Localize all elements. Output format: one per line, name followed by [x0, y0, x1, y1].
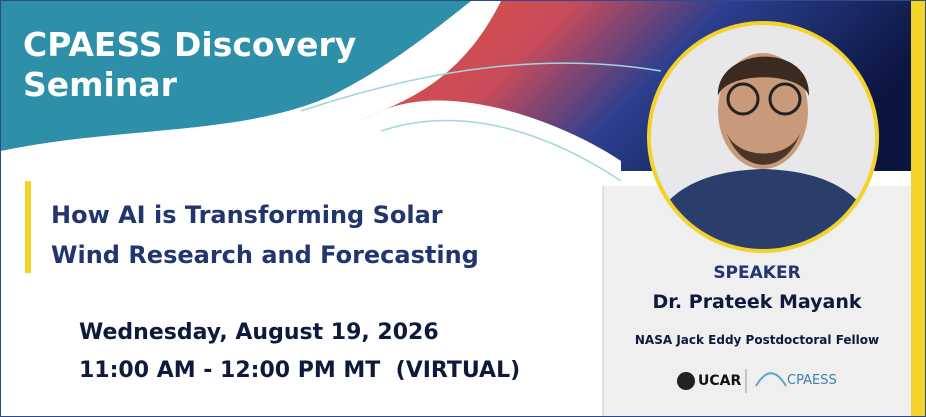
speaker-role: NASA Jack Eddy Postdoctoral Fellow	[634, 333, 880, 347]
talk-date: Wednesday, August 19, 2026	[79, 320, 439, 345]
seminar-title: Seminar	[23, 65, 177, 104]
white-wave	[1, 1, 501, 191]
white-area	[1, 100, 621, 416]
speaker-name: Dr. Prateek Mayank	[652, 291, 862, 313]
yellow-stripe	[911, 1, 925, 416]
title-accent	[25, 181, 31, 273]
ucar-logo: UCAR	[698, 373, 742, 389]
cpaess-logo: CPAESS	[787, 373, 837, 388]
cpaess-icon	[755, 372, 787, 387]
teal-wave	[1, 1, 471, 151]
talk-time: 11:00 AM - 12:00 PM MT (VIRTUAL)	[79, 358, 521, 383]
talk-title: How AI is Transforming Solar	[51, 201, 443, 229]
accent-line	[380, 119, 622, 182]
accent-line	[300, 62, 662, 112]
speaker-label: SPEAKER	[713, 263, 801, 283]
ucar-icon	[677, 372, 695, 390]
talk-title: Wind Research and Forecasting	[51, 241, 479, 269]
seminar-title: CPAESS Discovery	[23, 25, 357, 64]
